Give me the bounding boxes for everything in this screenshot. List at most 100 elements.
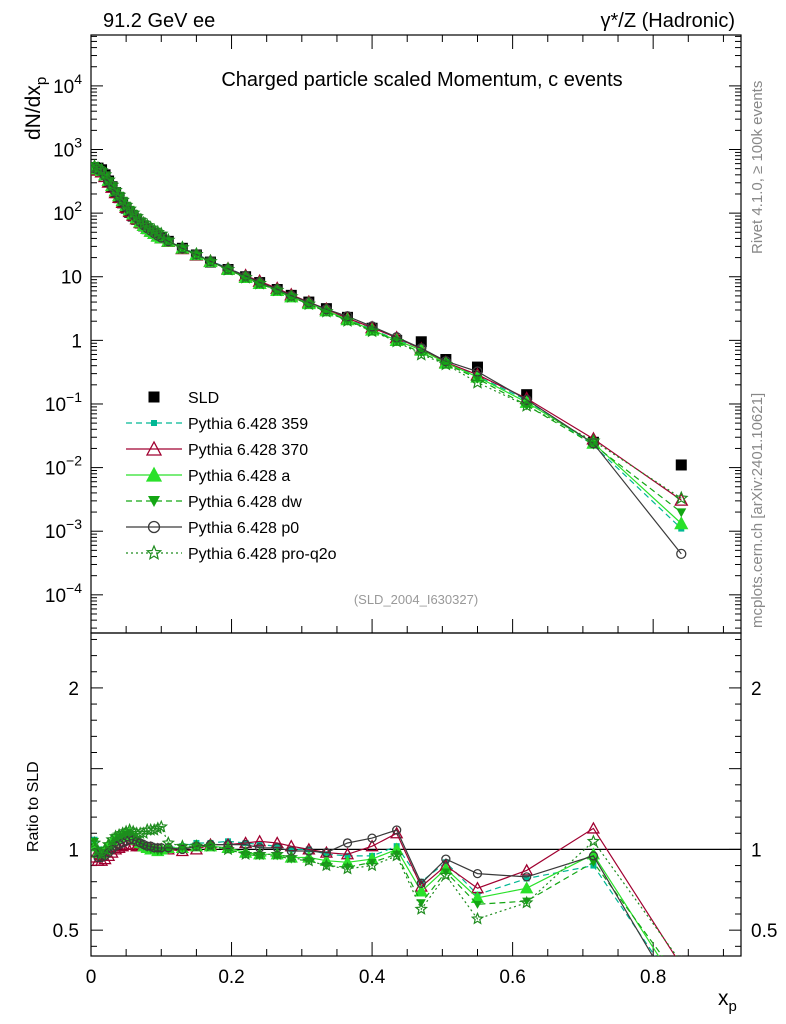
data-point [674, 516, 689, 530]
data-point [319, 304, 334, 318]
legend-marker [145, 440, 163, 456]
ratio-y-tick-label: 1 [68, 840, 79, 861]
data-point [366, 321, 378, 332]
main-y-tick-label: 10−2 [45, 453, 82, 480]
ratio-point [522, 897, 532, 906]
ratio-point [270, 847, 284, 860]
ratio-point [588, 851, 599, 861]
ratio-point [519, 895, 534, 909]
legend-marker [148, 496, 160, 507]
x-axis: 0 0.2 0.4 0.6 0.8 [86, 35, 724, 988]
ratio-y-axis-label: Ratio to SLD [25, 761, 42, 852]
ratio-point [272, 843, 282, 853]
legend-label: Pythia 6.428 370 [188, 442, 308, 459]
y-axis-label-main: dN/dx [22, 85, 45, 140]
data-point [177, 243, 188, 254]
series-pythia-6-428-dw [91, 162, 687, 518]
ratio-point [203, 839, 218, 852]
main-y-tick-label: 1 [71, 331, 82, 352]
ratio-point [161, 836, 175, 849]
data-point [440, 356, 452, 367]
legend-label: SLD [188, 390, 219, 407]
legend-item: Pythia 6.428 p0 [126, 520, 299, 537]
x-tick-label: 0 [86, 967, 97, 988]
ratio-point [223, 839, 233, 850]
ratio-point [586, 834, 601, 848]
data-point [675, 459, 687, 471]
ratio-point [286, 846, 296, 856]
svg-text:Rivet 4.1.0, ≥ 100k events: Rivet 4.1.0, ≥ 100k events [749, 81, 766, 254]
legend-marker [151, 420, 157, 426]
ratio-point [342, 838, 353, 848]
main-y-tick-label: 10−3 [45, 516, 82, 543]
series-pythia-6-428-370 [91, 161, 689, 506]
ratio-y-tick-label-right: 1 [751, 840, 762, 861]
legend-label: Pythia 6.428 a [188, 468, 290, 485]
main-y-tick-label: 104 [53, 71, 82, 98]
data-point [154, 226, 169, 241]
ratio-point [365, 858, 379, 872]
ratio-point [221, 842, 235, 856]
ratio-point [288, 846, 295, 853]
data-point [252, 275, 267, 290]
data-point [414, 346, 429, 361]
main-y-tick-label: 102 [53, 198, 82, 225]
data-point [286, 293, 297, 303]
data-point [104, 177, 120, 192]
y-axis-label: dN/dxp [22, 77, 50, 140]
ratio-point [367, 833, 377, 843]
data-point [438, 356, 454, 371]
ratio-point [439, 868, 453, 881]
legend-item: Pythia 6.428 a [126, 466, 290, 485]
analysis-id: (SLD_2004_I630327) [354, 592, 478, 607]
data-point [676, 548, 687, 560]
ratio-point [302, 853, 316, 867]
ratio-series-layer [91, 819, 682, 956]
ratio-point [319, 858, 334, 872]
legend-marker [145, 466, 163, 482]
data-point [97, 167, 113, 182]
series-line [94, 166, 682, 524]
ratio-point [389, 848, 404, 862]
legend-item: Pythia 6.428 dw [126, 494, 302, 511]
ratio-y-tick-label: 2 [68, 679, 79, 700]
ratio-plot-border [90, 632, 742, 957]
ratio-point [252, 847, 267, 860]
ratio-point [149, 843, 159, 853]
legend-item: Pythia 6.428 359 [126, 416, 308, 433]
series-line [94, 165, 682, 530]
series-pythia-6-428-359 [91, 162, 685, 532]
header-left: 91.2 GeV ee [103, 10, 215, 32]
ratio-point [392, 825, 402, 835]
ratio-point [253, 834, 267, 847]
series-pythia-6-428-a [91, 159, 689, 530]
chart-title: Charged particle scaled Momentum, c even… [221, 69, 622, 91]
ratio-point [416, 878, 426, 888]
data-point [175, 240, 190, 254]
data-point [521, 394, 532, 405]
data-point [342, 311, 353, 322]
data-point [163, 235, 174, 247]
ratio-point [367, 858, 377, 867]
legend-marker [148, 391, 160, 403]
legend-item: Pythia 6.428 370 [126, 440, 308, 459]
data-point [161, 232, 176, 247]
data-point [676, 508, 687, 518]
ratio-point [523, 875, 530, 882]
side-text-top: Rivet 4.1.0, ≥ 100k events [749, 81, 766, 254]
series-pythia-6-428-pro-q2o [91, 158, 689, 505]
data-point [270, 282, 285, 297]
legend-label: Pythia 6.428 pro-q2o [188, 546, 337, 563]
ratio-point [189, 839, 204, 852]
ratio-point [472, 868, 483, 879]
x-tick-label: 0.8 [640, 967, 666, 988]
data-point [118, 197, 134, 212]
ratio-point [520, 863, 534, 876]
legend-label: Pythia 6.428 dw [188, 494, 302, 511]
ratio-y-axis: 2 2 1 1 0.5 0.5 [53, 638, 777, 947]
header-right: γ*/Z (Hadronic) [601, 10, 735, 32]
ratio-series-pythia-6-428-pro-q2o [91, 819, 682, 956]
x-tick-label: 0.4 [359, 967, 386, 988]
data-point [586, 433, 601, 448]
